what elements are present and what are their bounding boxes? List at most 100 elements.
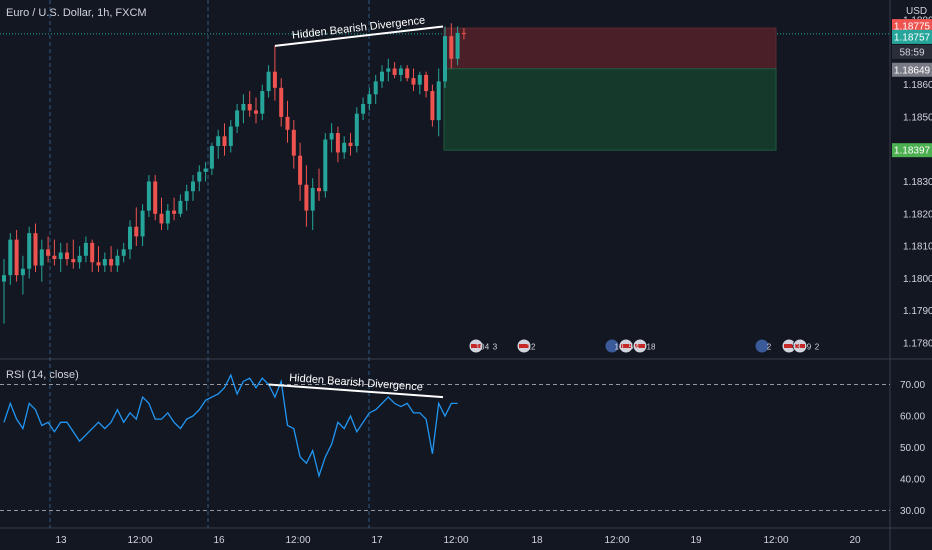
candle-body <box>102 259 107 266</box>
candle-body <box>46 249 51 256</box>
candle-body <box>455 32 460 59</box>
event-count-label: 18 <box>647 343 656 352</box>
candle-body <box>14 239 19 276</box>
candle-body <box>304 184 309 211</box>
candle-body <box>241 103 246 111</box>
candle-body <box>411 78 416 85</box>
candle-body <box>197 171 202 182</box>
x-tick-label: 18 <box>531 535 543 546</box>
x-tick-label: 12:00 <box>127 535 152 546</box>
rsi-divergence-line <box>268 383 444 399</box>
rsi-y-tick-label: 70.00 <box>900 380 925 391</box>
event-flag-stripe <box>635 344 645 348</box>
candle-body <box>417 74 422 85</box>
countdown-tag-bg <box>892 44 932 59</box>
candle-body <box>247 103 252 111</box>
candle-body <box>115 255 120 266</box>
candle-body <box>140 210 145 237</box>
candle-body <box>254 110 258 114</box>
candle-body <box>361 103 366 114</box>
rsi-plot <box>0 373 890 511</box>
candle-body <box>90 242 95 263</box>
candle-body <box>260 91 265 114</box>
event-flag-stripe <box>621 344 631 348</box>
candle-body <box>209 145 214 169</box>
candle-body <box>27 233 32 269</box>
candle-body <box>298 155 303 185</box>
candle-body <box>216 136 221 146</box>
candle-body <box>443 36 447 82</box>
event-count-label: 9 <box>807 343 812 352</box>
candle-body <box>348 142 353 146</box>
candle-body <box>373 81 378 95</box>
take-profit-zone <box>443 68 777 151</box>
candle-body <box>83 242 88 256</box>
x-tick-label: 12:00 <box>443 535 468 546</box>
candle-body <box>172 210 177 214</box>
candle-body <box>386 68 391 72</box>
candle-body <box>424 74 429 92</box>
candle-body <box>392 68 397 75</box>
y-tick-label: 1.18000 <box>903 274 932 285</box>
x-tick-label: 19 <box>690 535 702 546</box>
candle-body <box>2 275 6 282</box>
y-tick-label: 1.18500 <box>903 112 932 123</box>
price-divergence-line <box>274 25 444 47</box>
target-price-tag: 1.18397 <box>894 146 931 157</box>
event-flag-stripe <box>795 344 805 348</box>
last-price-tag-bg <box>892 29 932 44</box>
candle-body <box>272 71 277 88</box>
event-count-label: 2 <box>767 343 772 352</box>
rsi-indicator-title[interactable]: RSI (14, close) <box>6 369 79 381</box>
candle-body <box>128 226 132 250</box>
candle-body <box>430 91 435 121</box>
candle-body <box>317 187 321 192</box>
candle-body <box>291 129 296 156</box>
x-tick-label: 20 <box>849 535 861 546</box>
x-tick-label: 12:00 <box>285 535 310 546</box>
candle-body <box>310 187 315 211</box>
event-count-label: 10 <box>476 343 485 352</box>
event-count-label: 10 <box>615 343 624 352</box>
candle-body <box>380 71 384 82</box>
y-tick-label: 1.17900 <box>903 306 932 317</box>
x-tick-label: 16 <box>213 535 225 546</box>
candle-body <box>329 133 334 140</box>
candle-body <box>222 136 227 146</box>
event-flag-icon <box>754 338 770 354</box>
event-count-label: 12 <box>527 343 536 352</box>
price-divergence-label: Hidden Bearish Divergence <box>291 15 425 42</box>
candle-body <box>52 255 57 260</box>
candle-body <box>228 126 233 146</box>
event-flag-stripe <box>784 344 794 348</box>
entry-price-tag: 1.18649 <box>894 65 931 76</box>
event-markers[interactable]: 10 4 3 12 10 5 4 18 2 33 9 2 <box>468 338 820 354</box>
candle-body <box>77 255 82 263</box>
candle-body <box>33 233 38 266</box>
high-price-tag: 1.18775 <box>894 22 931 33</box>
x-tick-label: 12:00 <box>604 535 629 546</box>
countdown-tag: 58:59 <box>899 47 924 58</box>
candle-body <box>109 259 114 266</box>
chart-symbol-title[interactable]: Euro / U.S. Dollar, 1h, FXCM <box>6 7 147 19</box>
candle-body <box>342 142 347 153</box>
y-tick-label: 1.18600 <box>903 80 932 91</box>
stop-loss-zone <box>443 27 777 70</box>
currency-label: USD <box>906 6 928 17</box>
candle-body <box>285 116 290 130</box>
candle-body <box>436 81 441 121</box>
candle-body <box>65 252 69 260</box>
position-box[interactable] <box>443 27 777 151</box>
last-price-tag: 1.18757 <box>894 32 931 43</box>
event-flag-stripe <box>519 344 529 348</box>
candle-body <box>58 252 63 260</box>
candle-body <box>398 68 403 75</box>
candle-body <box>71 259 76 263</box>
event-count-label: 3 <box>493 343 498 352</box>
x-tick-label: 17 <box>371 535 383 546</box>
rsi-y-tick-label: 50.00 <box>900 443 925 454</box>
candle-body <box>159 213 164 224</box>
entry-price-tag-bg <box>892 62 932 77</box>
